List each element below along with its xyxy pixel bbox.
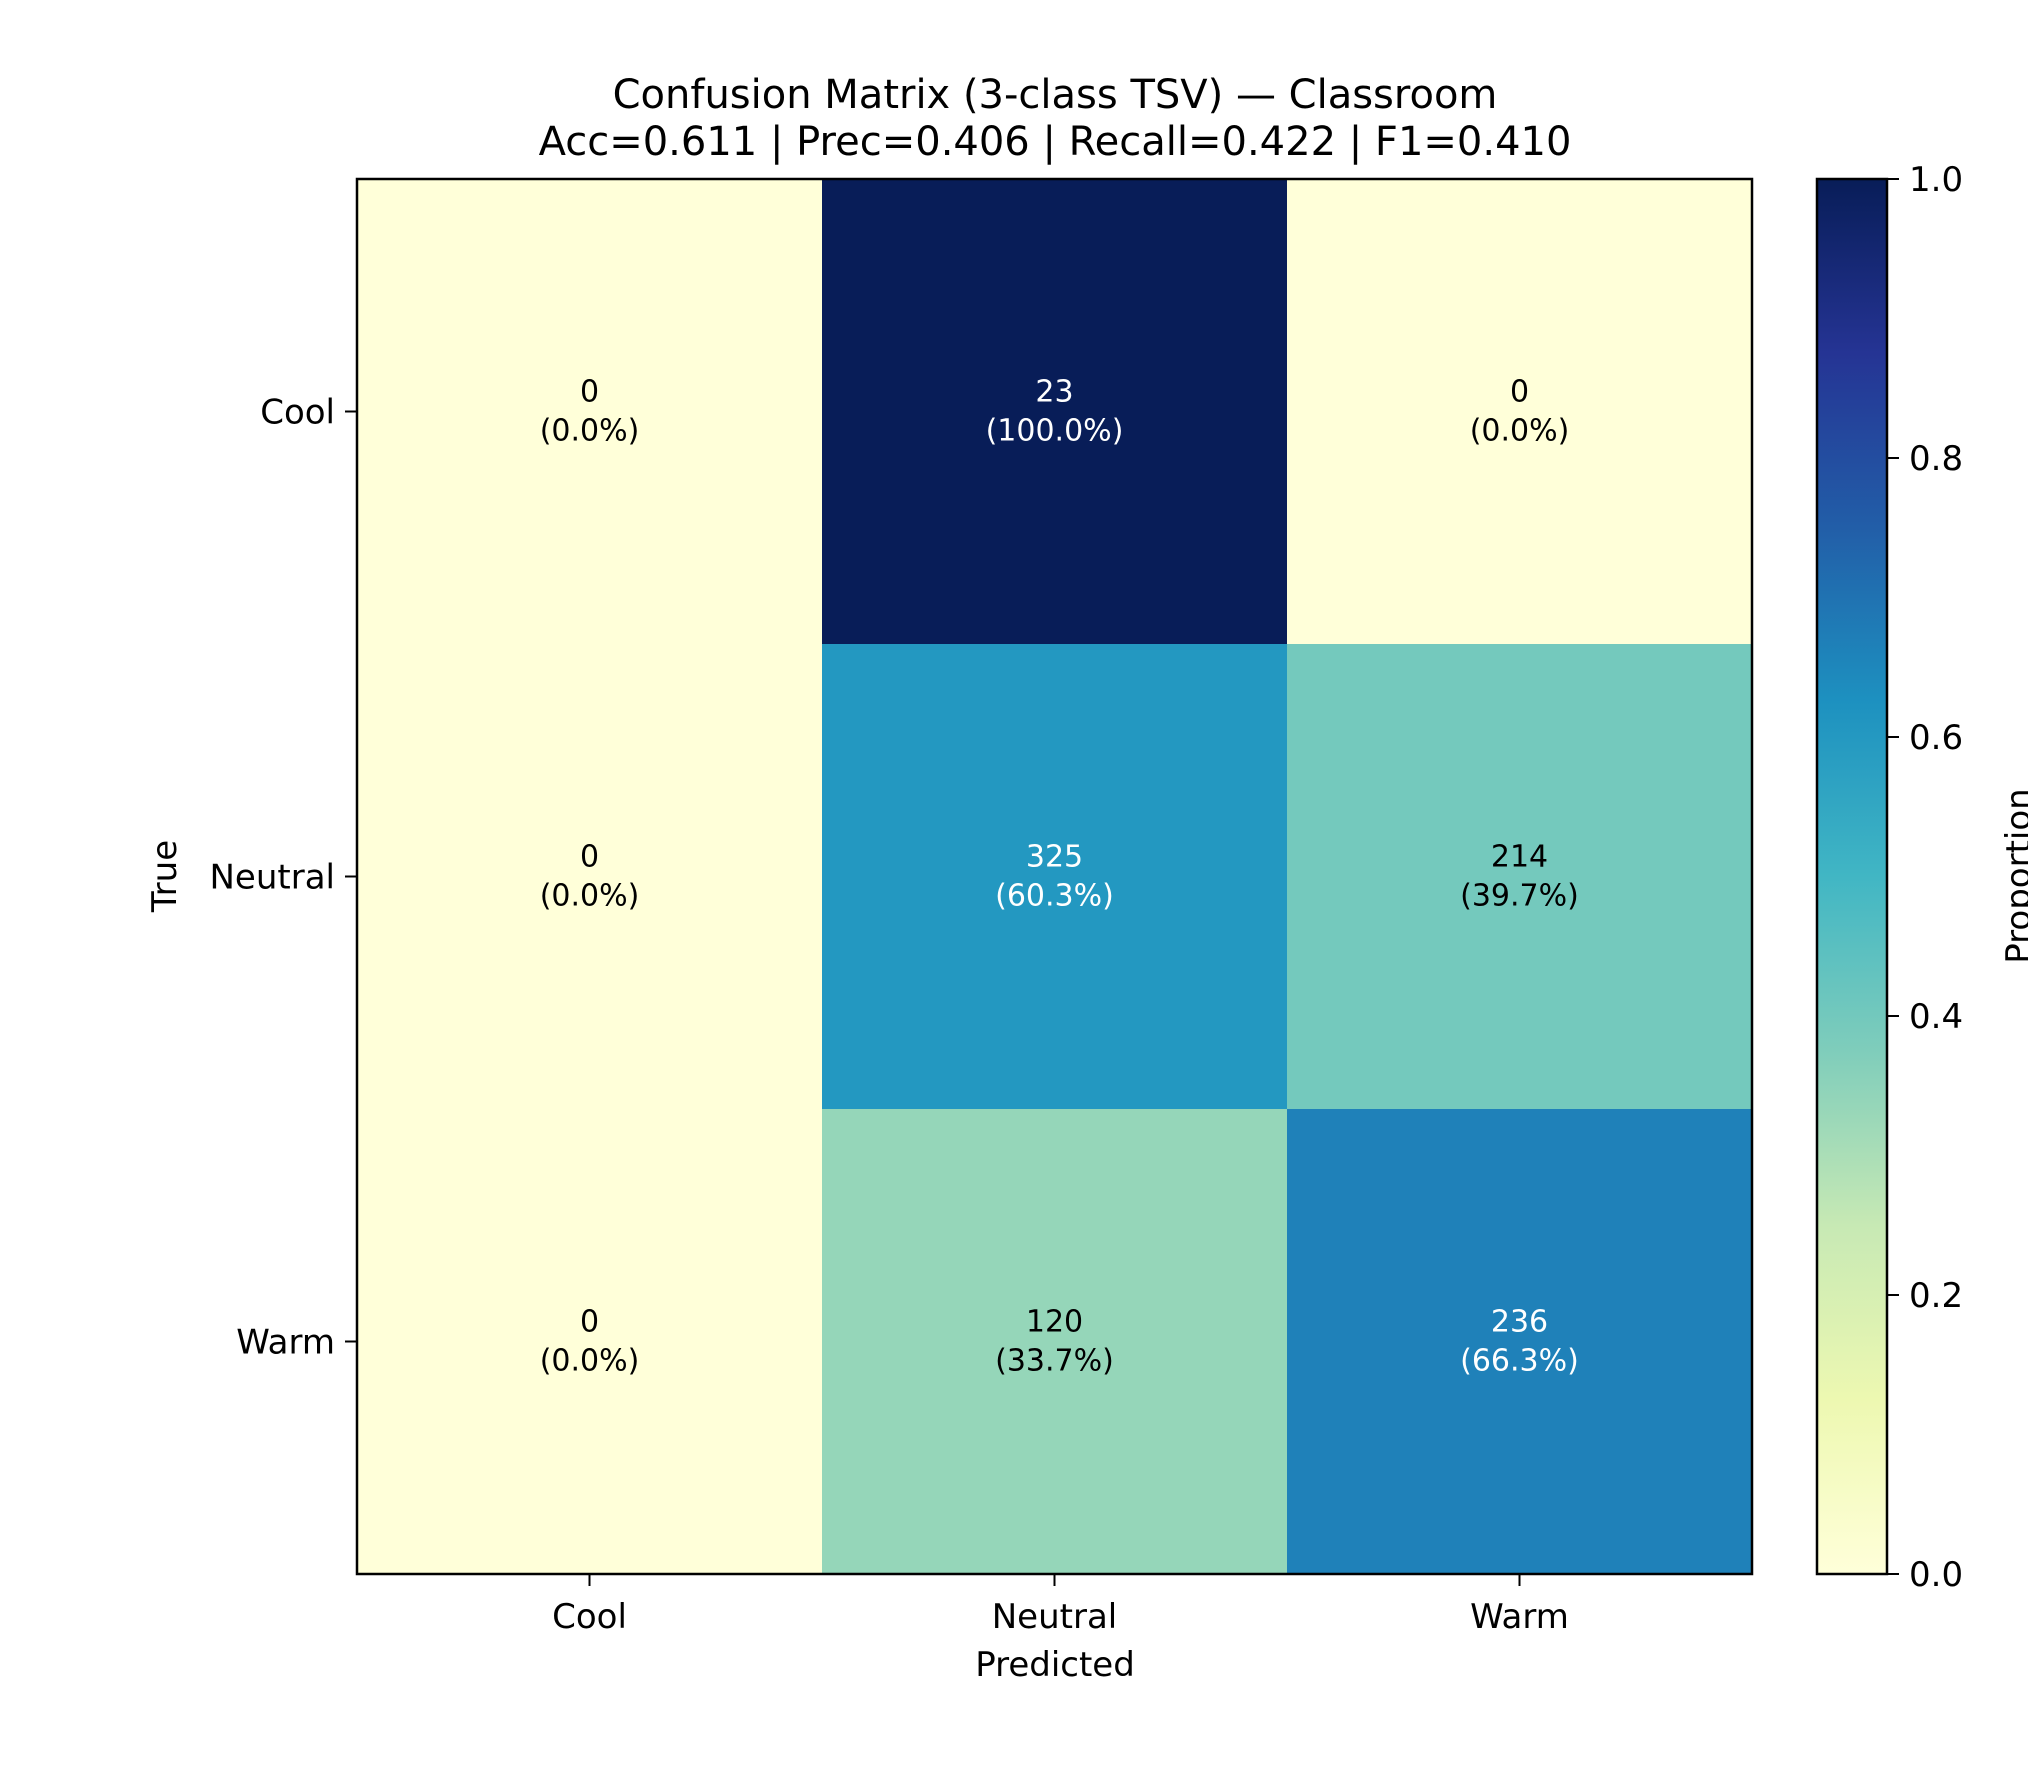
y-tick-label: Cool	[260, 393, 335, 433]
cell-percent-label: (0.0%)	[540, 414, 640, 449]
heatmap-cell	[1287, 1109, 1753, 1575]
cell-percent-label: (66.3%)	[1460, 1344, 1579, 1379]
y-axis-label: True	[145, 840, 185, 913]
x-tick-label: Warm	[1470, 1597, 1569, 1637]
y-axis-ticks: Cool Neutral Warm	[210, 393, 357, 1363]
cell-count-label: 23	[1035, 375, 1073, 410]
heatmap-cell	[357, 179, 823, 645]
cell-count-label: 0	[580, 375, 599, 410]
x-tick-label: Cool	[552, 1597, 627, 1637]
cell-percent-label: (33.7%)	[995, 1344, 1114, 1379]
colorbar	[1815, 177, 1889, 1576]
cell-percent-label: (0.0%)	[540, 879, 640, 914]
cell-percent-label: (0.0%)	[540, 1344, 640, 1379]
heatmap-cell	[822, 1109, 1288, 1575]
heatmap-cell	[357, 1109, 823, 1575]
cell-percent-label: (60.3%)	[995, 879, 1114, 914]
heatmap-cell	[1287, 179, 1753, 645]
heatmap-cell	[822, 179, 1288, 645]
y-tick-label: Warm	[236, 1323, 335, 1363]
colorbar-label: Proportion	[1999, 788, 2028, 963]
cell-count-label: 325	[1026, 840, 1083, 875]
colorbar-tick-label: 0.0	[1909, 1555, 1963, 1595]
heatmap-cell	[822, 644, 1288, 1110]
cell-percent-label: (39.7%)	[1460, 879, 1579, 914]
colorbar-tick-label: 0.2	[1909, 1276, 1963, 1316]
chart-title: Confusion Matrix (3-class TSV) — Classro…	[613, 72, 1498, 118]
heatmap-cell	[1287, 644, 1753, 1110]
cell-percent-label: (100.0%)	[986, 414, 1124, 449]
chart-subtitle: Acc=0.611 | Prec=0.406 | Recall=0.422 | …	[539, 119, 1572, 165]
cell-count-label: 120	[1026, 1305, 1083, 1340]
colorbar-ticks: 0.0 0.2 0.4 0.6 0.8 1.0	[1887, 160, 1963, 1595]
cell-count-label: 0	[580, 840, 599, 875]
colorbar-tick-label: 0.6	[1909, 718, 1963, 758]
cell-percent-label: (0.0%)	[1470, 414, 1570, 449]
cell-count-label: 0	[580, 1305, 599, 1340]
x-tick-label: Neutral	[992, 1597, 1118, 1637]
heatmap-cells: 0 (0.0%) 23 (100.0%) 0 (0.0%) 0 (0.0%) 325 (60.3%…	[357, 179, 1753, 1575]
x-axis-label: Predicted	[975, 1645, 1135, 1685]
cell-count-label: 214	[1491, 840, 1548, 875]
colorbar-tick-label: 0.8	[1909, 439, 1963, 479]
heatmap-cell	[357, 644, 823, 1110]
cell-count-label: 0	[1510, 375, 1529, 410]
x-axis-ticks: Cool Neutral Warm	[552, 1574, 1569, 1637]
colorbar-tick-label: 1.0	[1909, 160, 1963, 200]
cell-count-label: 236	[1491, 1305, 1548, 1340]
colorbar-tick-label: 0.4	[1909, 997, 1963, 1037]
y-tick-label: Neutral	[210, 858, 336, 898]
